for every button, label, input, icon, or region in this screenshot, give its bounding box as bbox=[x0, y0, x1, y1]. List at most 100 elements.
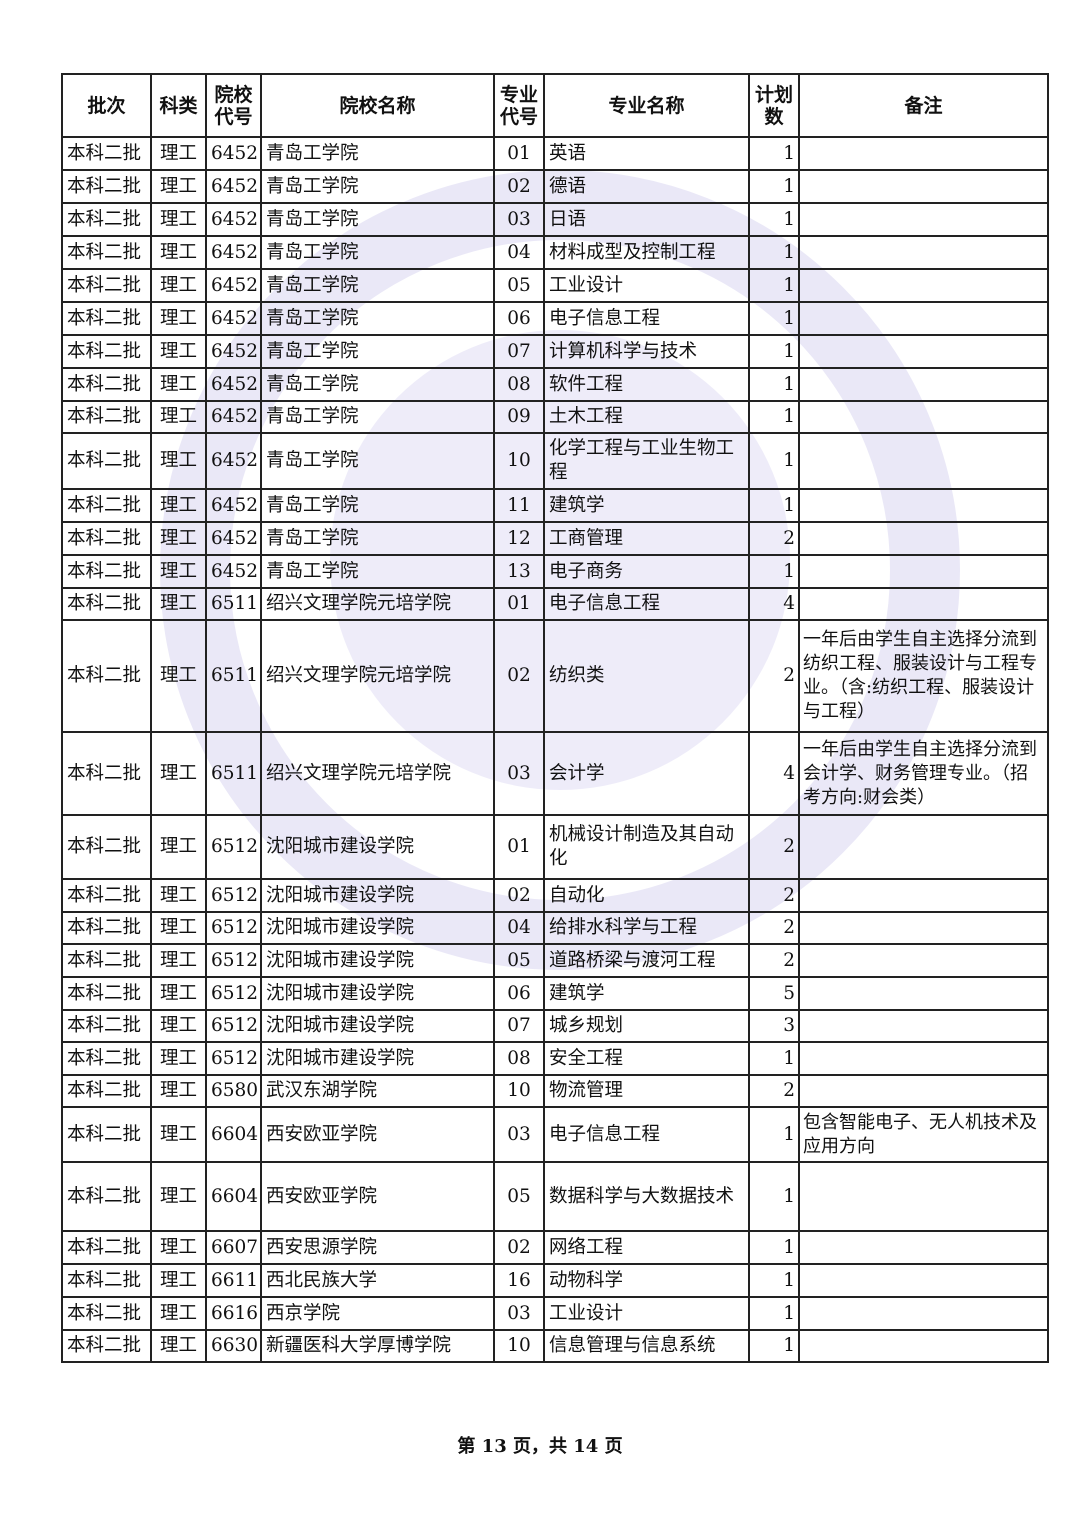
cell-school-name: 绍兴文理学院元培学院 bbox=[260, 731, 495, 816]
cell-major-code: 01 bbox=[493, 587, 545, 621]
cell-major-code: 16 bbox=[493, 1263, 545, 1298]
cell-major-name: 给排水科学与工程 bbox=[543, 911, 750, 945]
header-school-name: 院校名称 bbox=[260, 73, 495, 138]
cell-major-name: 安全工程 bbox=[543, 1041, 750, 1076]
cell-major-name: 电子信息工程 bbox=[543, 587, 750, 621]
table-row: 本科二批 理工 6452 青岛工学院 05 工业设计 1 bbox=[61, 268, 1049, 303]
table-row: 本科二批 理工 6452 青岛工学院 02 德语 1 bbox=[61, 169, 1049, 204]
cell-batch: 本科二批 bbox=[61, 943, 152, 978]
cell-batch: 本科二批 bbox=[61, 202, 152, 237]
cell-plan-count: 1 bbox=[748, 169, 800, 204]
cell-major-code: 04 bbox=[493, 911, 545, 945]
cell-plan-count: 1 bbox=[748, 136, 800, 171]
table-row: 本科二批 理工 6452 青岛工学院 09 土木工程 1 bbox=[61, 400, 1049, 434]
cell-remarks: 一年后由学生自主选择分流到纺织工程、服装设计与工程专业。（含:纺织工程、服装设计… bbox=[798, 619, 1049, 733]
cell-plan-count: 1 bbox=[748, 1263, 800, 1298]
cell-major-name: 工业设计 bbox=[543, 1296, 750, 1331]
cell-category: 理工 bbox=[150, 1230, 207, 1265]
cell-category: 理工 bbox=[150, 1263, 207, 1298]
cell-remarks bbox=[798, 814, 1049, 880]
cell-category: 理工 bbox=[150, 202, 207, 237]
cell-batch: 本科二批 bbox=[61, 169, 152, 204]
cell-plan-count: 4 bbox=[748, 731, 800, 816]
cell-remarks bbox=[798, 587, 1049, 621]
cell-school-name: 西安欧亚学院 bbox=[260, 1106, 495, 1163]
table-row: 本科二批 理工 6604 西安欧亚学院 03 电子信息工程 1 包含智能电子、无人机技术及应用… bbox=[61, 1106, 1049, 1163]
cell-batch: 本科二批 bbox=[61, 1263, 152, 1298]
cell-school-code: 6604 bbox=[205, 1161, 262, 1232]
cell-school-name: 青岛工学院 bbox=[260, 488, 495, 523]
cell-major-name: 物流管理 bbox=[543, 1074, 750, 1108]
table-row: 本科二批 理工 6452 青岛工学院 13 电子商务 1 bbox=[61, 554, 1049, 589]
cell-school-code: 6452 bbox=[205, 235, 262, 270]
cell-remarks bbox=[798, 268, 1049, 303]
cell-remarks bbox=[798, 911, 1049, 945]
cell-plan-count: 1 bbox=[748, 235, 800, 270]
cell-remarks bbox=[798, 301, 1049, 336]
cell-remarks bbox=[798, 878, 1049, 913]
table-row: 本科二批 理工 6452 青岛工学院 03 日语 1 bbox=[61, 202, 1049, 237]
cell-major-code: 13 bbox=[493, 554, 545, 589]
cell-category: 理工 bbox=[150, 943, 207, 978]
cell-batch: 本科二批 bbox=[61, 1296, 152, 1331]
cell-batch: 本科二批 bbox=[61, 814, 152, 880]
cell-remarks bbox=[798, 521, 1049, 556]
cell-plan-count: 1 bbox=[748, 1230, 800, 1265]
cell-school-name: 西安思源学院 bbox=[260, 1230, 495, 1265]
cell-remarks bbox=[798, 367, 1049, 402]
table-row: 本科二批 理工 6512 沈阳城市建设学院 08 安全工程 1 bbox=[61, 1041, 1049, 1076]
cell-remarks bbox=[798, 1041, 1049, 1076]
cell-major-name: 德语 bbox=[543, 169, 750, 204]
cell-category: 理工 bbox=[150, 878, 207, 913]
cell-remarks bbox=[798, 1161, 1049, 1232]
table-row: 本科二批 理工 6452 青岛工学院 10 化学工程与工业生物工程 1 bbox=[61, 432, 1049, 490]
cell-batch: 本科二批 bbox=[61, 235, 152, 270]
cell-category: 理工 bbox=[150, 235, 207, 270]
cell-school-name: 青岛工学院 bbox=[260, 301, 495, 336]
cell-batch: 本科二批 bbox=[61, 554, 152, 589]
cell-category: 理工 bbox=[150, 1296, 207, 1331]
cell-major-code: 08 bbox=[493, 1041, 545, 1076]
cell-school-name: 青岛工学院 bbox=[260, 400, 495, 434]
cell-batch: 本科二批 bbox=[61, 432, 152, 490]
cell-major-name: 机械设计制造及其自动化 bbox=[543, 814, 750, 880]
cell-plan-count: 2 bbox=[748, 878, 800, 913]
cell-major-name: 材料成型及控制工程 bbox=[543, 235, 750, 270]
cell-school-code: 6512 bbox=[205, 814, 262, 880]
cell-major-name: 工业设计 bbox=[543, 268, 750, 303]
table-row: 本科二批 理工 6630 新疆医科大学厚博学院 10 信息管理与信息系统 1 bbox=[61, 1329, 1049, 1363]
cell-major-name: 电子商务 bbox=[543, 554, 750, 589]
table-row: 本科二批 理工 6512 沈阳城市建设学院 01 机械设计制造及其自动化 2 bbox=[61, 814, 1049, 880]
cell-plan-count: 1 bbox=[748, 334, 800, 369]
cell-school-code: 6611 bbox=[205, 1263, 262, 1298]
cell-batch: 本科二批 bbox=[61, 587, 152, 621]
cell-remarks: 包含智能电子、无人机技术及应用方向 bbox=[798, 1106, 1049, 1163]
cell-school-code: 6512 bbox=[205, 878, 262, 913]
cell-category: 理工 bbox=[150, 1074, 207, 1108]
header-major-name: 专业名称 bbox=[543, 73, 750, 138]
cell-school-name: 青岛工学院 bbox=[260, 136, 495, 171]
cell-batch: 本科二批 bbox=[61, 488, 152, 523]
cell-plan-count: 1 bbox=[748, 1041, 800, 1076]
cell-remarks bbox=[798, 976, 1049, 1011]
cell-batch: 本科二批 bbox=[61, 400, 152, 434]
cell-school-code: 6630 bbox=[205, 1329, 262, 1363]
cell-category: 理工 bbox=[150, 976, 207, 1011]
cell-school-code: 6452 bbox=[205, 432, 262, 490]
cell-school-name: 新疆医科大学厚博学院 bbox=[260, 1329, 495, 1363]
cell-batch: 本科二批 bbox=[61, 1329, 152, 1363]
cell-major-name: 英语 bbox=[543, 136, 750, 171]
table-row: 本科二批 理工 6452 青岛工学院 07 计算机科学与技术 1 bbox=[61, 334, 1049, 369]
cell-remarks bbox=[798, 554, 1049, 589]
cell-plan-count: 2 bbox=[748, 619, 800, 733]
cell-school-code: 6511 bbox=[205, 731, 262, 816]
cell-plan-count: 1 bbox=[748, 1161, 800, 1232]
table-row: 本科二批 理工 6512 沈阳城市建设学院 07 城乡规划 3 bbox=[61, 1009, 1049, 1043]
cell-major-name: 会计学 bbox=[543, 731, 750, 816]
cell-school-code: 6452 bbox=[205, 136, 262, 171]
cell-batch: 本科二批 bbox=[61, 619, 152, 733]
cell-school-code: 6452 bbox=[205, 521, 262, 556]
cell-batch: 本科二批 bbox=[61, 521, 152, 556]
cell-plan-count: 5 bbox=[748, 976, 800, 1011]
cell-plan-count: 1 bbox=[748, 301, 800, 336]
